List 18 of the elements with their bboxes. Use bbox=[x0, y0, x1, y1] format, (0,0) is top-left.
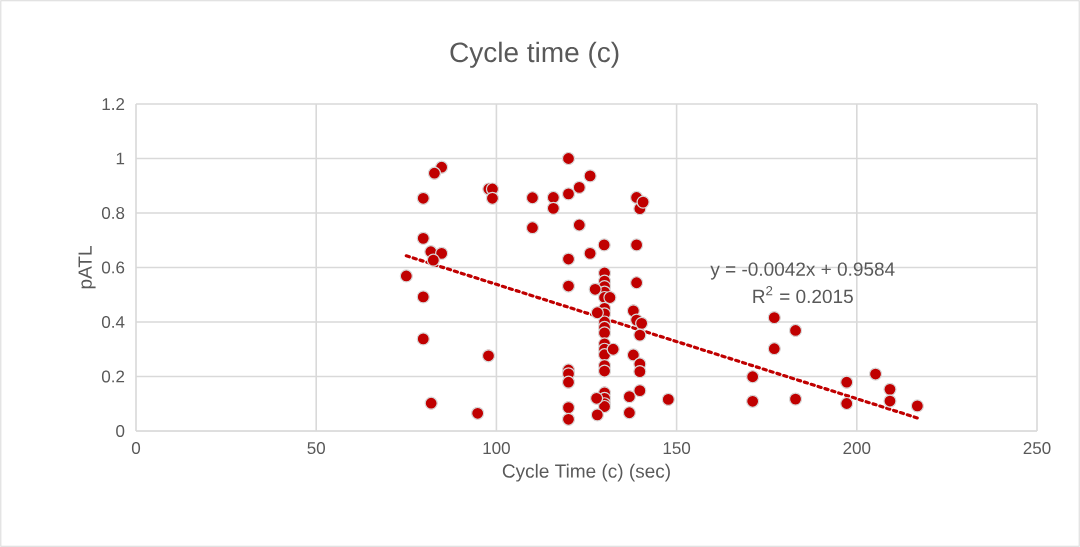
y-axis-title: pATL bbox=[78, 246, 96, 289]
y-tick-label: 0.8 bbox=[101, 207, 125, 220]
x-axis-title: Cycle Time (c) (sec) bbox=[502, 463, 670, 482]
x-tick-label: 250 bbox=[1023, 442, 1051, 455]
y-tick-label: 0 bbox=[116, 425, 125, 438]
annotation: R$^{2}$ = 0.2015 bbox=[753, 286, 853, 304]
x-tick-label: 100 bbox=[483, 442, 510, 455]
chart-title: Cycle time (c) bbox=[450, 41, 619, 68]
annotation: y = -0.0042x + 0.9584 bbox=[710, 262, 895, 280]
y-tick-label: 0.2 bbox=[101, 370, 125, 383]
y-tick-label: 1.2 bbox=[102, 98, 125, 110]
y-tick-label: 1 bbox=[116, 152, 125, 165]
x-tick-label: 200 bbox=[843, 442, 871, 455]
y-tick-label: 0.4 bbox=[101, 316, 125, 329]
x-tick-label: 0 bbox=[131, 442, 141, 455]
x-tick-label: 150 bbox=[663, 442, 691, 455]
y-tick-label: 0.6 bbox=[101, 261, 125, 274]
x-tick-label: 50 bbox=[307, 442, 325, 455]
